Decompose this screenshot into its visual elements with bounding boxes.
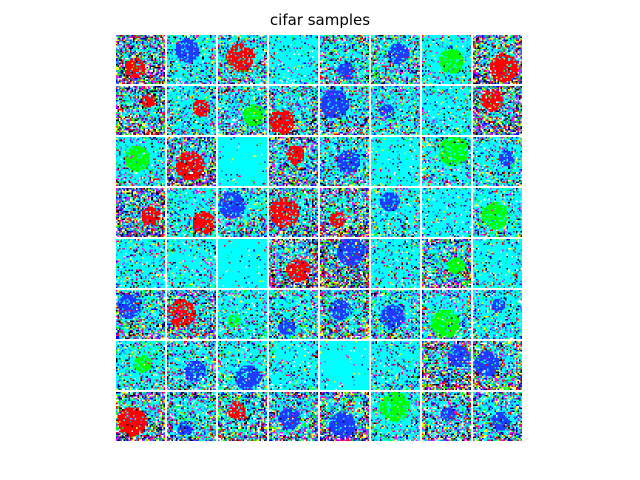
sample-image [320, 239, 369, 288]
sample-image [269, 35, 318, 84]
sample-image [422, 290, 471, 339]
sample-image [218, 239, 267, 288]
sample-image [473, 341, 522, 390]
sample-image [167, 86, 216, 135]
sample-image [218, 137, 267, 186]
sample-image [320, 341, 369, 390]
sample-image [320, 35, 369, 84]
sample-image [473, 137, 522, 186]
sample-image [116, 290, 165, 339]
sample-image [371, 35, 420, 84]
sample-image [218, 188, 267, 237]
sample-image [269, 137, 318, 186]
sample-image [116, 392, 165, 441]
sample-image [371, 188, 420, 237]
sample-image [422, 341, 471, 390]
figure-title: cifar samples [0, 10, 640, 30]
sample-image [167, 341, 216, 390]
sample-image [167, 239, 216, 288]
sample-image [473, 86, 522, 135]
sample-image [269, 86, 318, 135]
sample-image [422, 239, 471, 288]
sample-image [116, 188, 165, 237]
sample-image [167, 392, 216, 441]
sample-image [371, 137, 420, 186]
sample-image [269, 341, 318, 390]
sample-image [116, 239, 165, 288]
sample-image [218, 392, 267, 441]
sample-image [167, 188, 216, 237]
sample-image [473, 290, 522, 339]
sample-image [320, 86, 369, 135]
sample-image [371, 239, 420, 288]
sample-image-grid [116, 35, 524, 441]
sample-image [473, 392, 522, 441]
sample-image [218, 290, 267, 339]
sample-image [218, 86, 267, 135]
sample-image [218, 35, 267, 84]
sample-image [422, 188, 471, 237]
sample-image [473, 35, 522, 84]
sample-image [371, 86, 420, 135]
sample-image [371, 341, 420, 390]
sample-image [422, 86, 471, 135]
sample-image [167, 290, 216, 339]
sample-image [167, 137, 216, 186]
sample-image [167, 35, 216, 84]
sample-image [371, 290, 420, 339]
sample-image [320, 137, 369, 186]
sample-image [422, 35, 471, 84]
sample-image [116, 86, 165, 135]
sample-image [269, 290, 318, 339]
sample-image [116, 137, 165, 186]
sample-image [371, 392, 420, 441]
sample-image [116, 341, 165, 390]
sample-image [269, 239, 318, 288]
sample-image [473, 188, 522, 237]
sample-image [473, 239, 522, 288]
sample-image [116, 35, 165, 84]
sample-image [422, 392, 471, 441]
sample-image [320, 392, 369, 441]
sample-image [269, 188, 318, 237]
sample-image [269, 392, 318, 441]
sample-image [320, 290, 369, 339]
sample-image [218, 341, 267, 390]
sample-image [320, 188, 369, 237]
sample-image [422, 137, 471, 186]
